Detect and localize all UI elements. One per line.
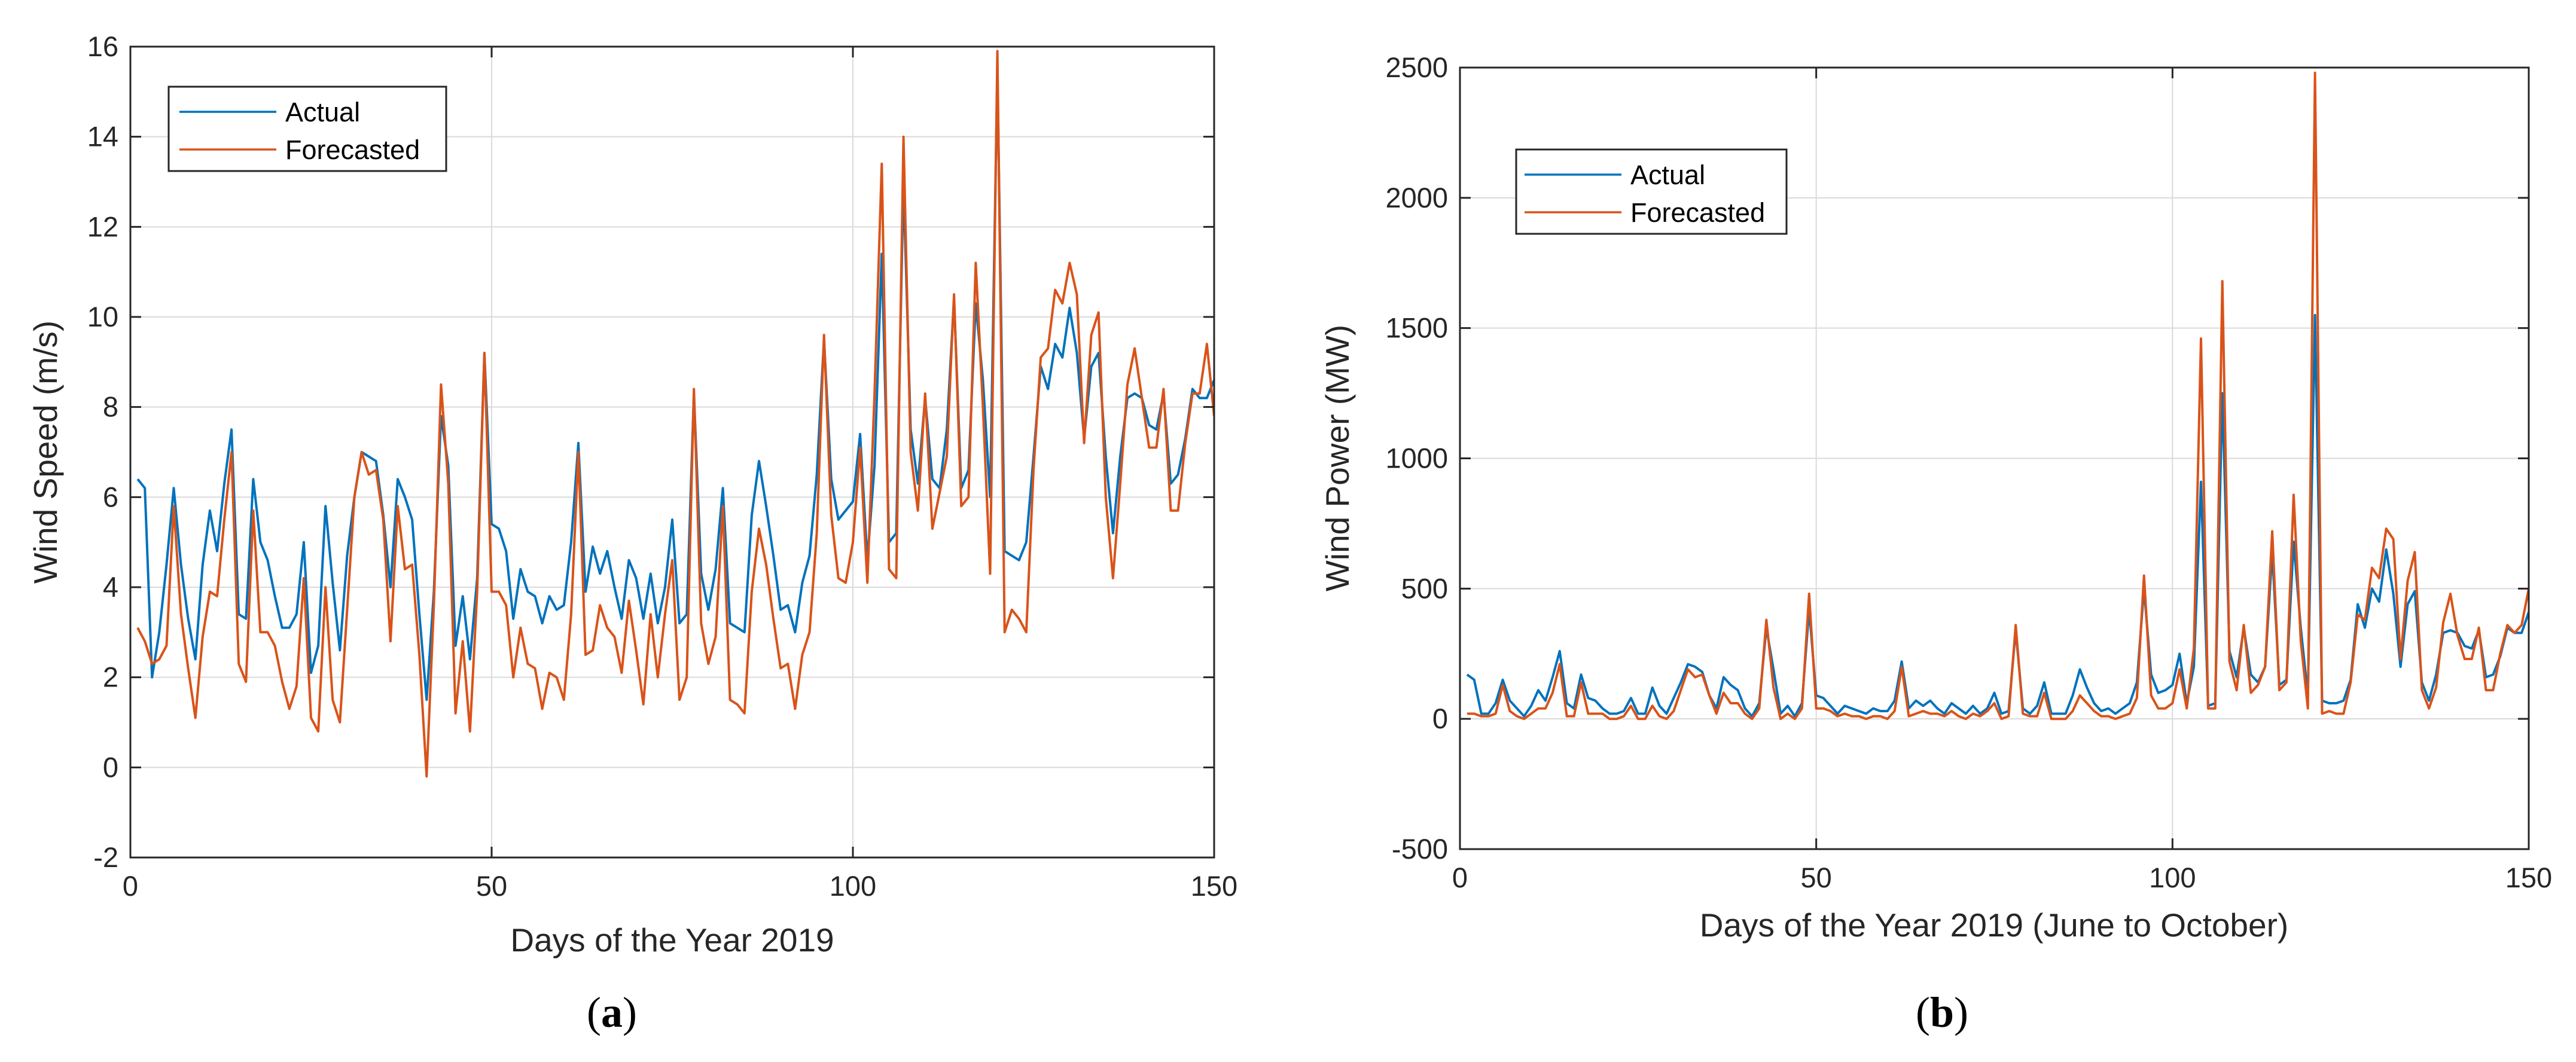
legend-box-b: [1515, 148, 1788, 235]
y-tick-label: 2500: [1385, 51, 1448, 83]
series-line-forecasted: [1467, 71, 2529, 721]
y-axis-label-a: Wind Speed (m/s): [27, 321, 64, 584]
x-axis-label-b: Days of the Year 2019 (June to October): [1700, 907, 2289, 944]
legend-label-actual: Actual: [1630, 160, 1705, 190]
y-tick-label: 4: [103, 571, 118, 603]
x-tick-label: 50: [1801, 862, 1832, 893]
y-tick-label: 12: [87, 210, 118, 242]
y-tick-label: 0: [1432, 703, 1448, 734]
x-tick-label: 150: [2505, 862, 2552, 893]
y-tick-label: 2000: [1385, 182, 1448, 213]
series-group-b: [1466, 71, 2529, 721]
caption-open-paren: (: [1916, 988, 1930, 1036]
x-tick-label: 100: [830, 870, 876, 902]
series-line-forecasted: [136, 50, 1214, 778]
y-tick-label: 6: [103, 481, 118, 512]
y-tick-label: 0: [103, 751, 118, 783]
y-tick-label: 1000: [1385, 443, 1448, 474]
x-tick-label: 50: [476, 870, 507, 902]
y-tick-label: 16: [87, 30, 118, 62]
caption-close-paren: ): [1954, 988, 1968, 1036]
y-tick-label: 10: [87, 301, 118, 332]
y-axis-label-b: Wind Power (MW): [1319, 325, 1356, 591]
x-tick-label: 100: [2149, 862, 2196, 893]
caption-letter-a: a: [601, 988, 623, 1036]
caption-close-paren: ): [623, 988, 637, 1036]
y-tick-label: 2: [103, 661, 118, 693]
y-tick-label: -500: [1392, 833, 1448, 865]
x-tick-label: 0: [1452, 862, 1468, 893]
legend-box-a: [167, 86, 447, 172]
x-tick-label: 150: [1191, 870, 1237, 902]
x-tick-label: 0: [123, 870, 138, 902]
x-axis-label-a: Days of the Year 2019: [510, 921, 834, 959]
y-tick-label: 500: [1401, 572, 1448, 604]
caption-open-paren: (: [587, 988, 601, 1036]
legend-a: Actual Forecasted: [167, 86, 447, 172]
y-tick-label: 8: [103, 391, 118, 423]
series-group-a: [136, 50, 1214, 778]
legend-label-forecasted: Forecasted: [1630, 197, 1765, 228]
grid-a: [130, 47, 1214, 857]
caption-letter-b: b: [1930, 988, 1954, 1036]
panel-caption-a: (a): [587, 988, 637, 1036]
panel-caption-b: (b): [1916, 988, 1968, 1036]
y-tick-label: 1500: [1385, 312, 1448, 344]
legend-label-forecasted: Forecasted: [285, 135, 420, 165]
y-tick-label: 14: [87, 121, 118, 152]
y-tick-label: -2: [93, 841, 118, 873]
legend-label-actual: Actual: [285, 97, 360, 127]
plot-frame-a: [129, 45, 1215, 859]
legend-b: Actual Forecasted: [1515, 148, 1788, 235]
